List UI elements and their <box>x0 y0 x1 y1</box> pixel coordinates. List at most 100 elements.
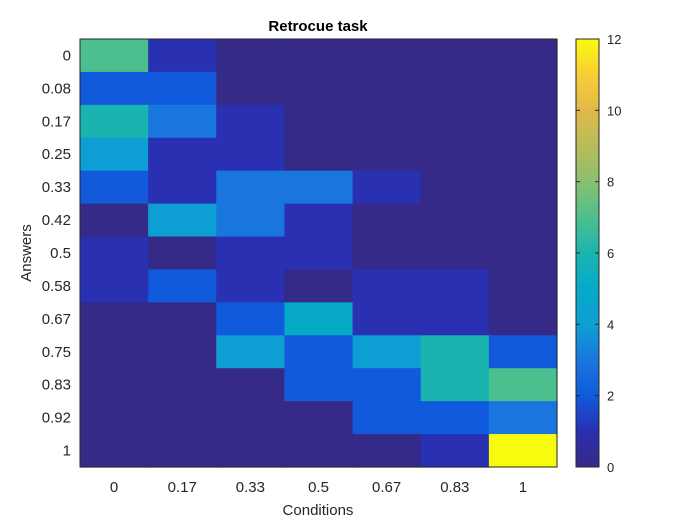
x-tick-labels: 0 0.17 0.33 0.5 0.67 0.83 1 <box>110 479 527 496</box>
y-tick-label: 0.25 <box>42 146 71 163</box>
colorbar-tick-label: 6 <box>607 246 614 261</box>
heatmap-cell <box>420 302 490 336</box>
y-tick-label: 0.75 <box>42 344 71 361</box>
heatmap-cell <box>352 71 422 106</box>
y-tick-label: 0.33 <box>42 179 71 196</box>
plot-frame <box>79 38 558 468</box>
heatmap-cell <box>488 137 558 172</box>
heatmap-cell <box>216 137 286 172</box>
y-tick-label: 0.83 <box>42 377 71 394</box>
heatmap-cell <box>216 335 286 369</box>
y-tick-label: 0.5 <box>50 245 71 262</box>
colorbar-tick-label: 8 <box>607 175 614 190</box>
heatmap-cell <box>148 203 217 238</box>
heatmap-cell <box>284 39 354 73</box>
x-axis-label: Conditions <box>283 502 354 519</box>
x-tick-label: 0 <box>110 479 118 496</box>
x-tick-label: 0.17 <box>168 479 197 496</box>
heatmap-cell <box>216 302 286 336</box>
heatmap-cell <box>488 71 558 106</box>
heatmap-cell <box>352 137 422 172</box>
heatmap-cell <box>148 104 217 139</box>
colorbar-tick-label: 10 <box>607 103 621 118</box>
heatmap-cell <box>148 302 217 336</box>
heatmap-cell <box>352 269 422 303</box>
heatmap-cell <box>420 401 490 435</box>
colorbar-tick-label: 12 <box>607 32 621 47</box>
heatmap-cell <box>148 401 217 435</box>
heatmap-cell <box>284 203 354 238</box>
y-tick-label: 0 <box>63 47 71 64</box>
heatmap-cell <box>148 137 217 172</box>
y-tick-label: 1 <box>63 443 71 460</box>
heatmap-cell <box>284 137 354 172</box>
heatmap-cell <box>148 269 217 303</box>
heatmap-cell <box>80 170 149 205</box>
heatmap-cell <box>284 236 354 271</box>
heatmap-cell <box>284 335 354 369</box>
heatmap-cell <box>420 137 490 172</box>
heatmap-cell <box>488 368 558 402</box>
heatmap-cell <box>488 203 558 238</box>
y-tick-label: 0.67 <box>42 311 71 328</box>
y-tick-label: 0.08 <box>42 80 71 97</box>
heatmap-cell <box>352 368 422 402</box>
heatmap-cells <box>80 39 558 468</box>
heatmap-cell <box>420 236 490 271</box>
heatmap-cell <box>352 170 422 205</box>
heatmap-cell <box>80 137 149 172</box>
heatmap-cell <box>352 335 422 369</box>
heatmap-cell <box>216 170 286 205</box>
colorbar-tick-label: 2 <box>607 389 614 404</box>
heatmap-cell <box>420 368 490 402</box>
heatmap-cell <box>80 302 149 336</box>
heatmap-cell <box>420 39 490 73</box>
heatmap-cell <box>420 269 490 303</box>
heatmap-cell <box>148 39 217 73</box>
heatmap-cell <box>284 104 354 139</box>
heatmap-cell <box>420 170 490 205</box>
heatmap-cell <box>488 335 558 369</box>
chart-title: Retrocue task <box>268 18 368 35</box>
heatmap-cell <box>352 434 422 468</box>
heatmap-cell <box>80 401 149 435</box>
heatmap-cell <box>216 434 286 468</box>
y-tick-label: 0.92 <box>42 410 71 427</box>
heatmap-cell <box>352 302 422 336</box>
heatmap-cell <box>488 401 558 435</box>
heatmap-cell <box>284 170 354 205</box>
heatmap-cell <box>284 71 354 106</box>
y-tick-labels: 0 0.08 0.17 0.25 0.33 0.42 0.5 0.58 0.67 0.75 0.83… <box>42 47 71 459</box>
heatmap-cell <box>284 302 354 336</box>
heatmap-cell <box>488 302 558 336</box>
x-tick-label: 0.83 <box>440 479 469 496</box>
heatmap-cell <box>284 368 354 402</box>
heatmap-cell <box>488 269 558 303</box>
heatmap-cell <box>420 434 490 468</box>
heatmap-cell <box>148 434 217 468</box>
heatmap-cell <box>148 170 217 205</box>
heatmap-cell <box>148 236 217 271</box>
heatmap-cell <box>352 39 422 73</box>
heatmap-cell <box>284 269 354 303</box>
x-tick-label: 0.5 <box>308 479 329 496</box>
heatmap-cell <box>284 401 354 435</box>
colorbar-tick-label: 0 <box>607 460 614 475</box>
heatmap-cell <box>80 269 149 303</box>
heatmap-cell <box>216 39 286 73</box>
heatmap-cell <box>352 104 422 139</box>
x-tick-label: 0.67 <box>372 479 401 496</box>
heatmap-cell <box>420 203 490 238</box>
heatmap-cell <box>148 335 217 369</box>
heatmap-cell <box>488 39 558 73</box>
heatmap-cell <box>80 335 149 369</box>
heatmap-cell <box>420 104 490 139</box>
heatmap-cell <box>488 434 558 468</box>
heatmap-cell <box>284 434 354 468</box>
heatmap-cell <box>148 368 217 402</box>
heatmap-cell <box>148 71 217 106</box>
heatmap-cell <box>216 71 286 106</box>
y-tick-label: 0.42 <box>42 212 71 229</box>
heatmap-cell <box>488 170 558 205</box>
